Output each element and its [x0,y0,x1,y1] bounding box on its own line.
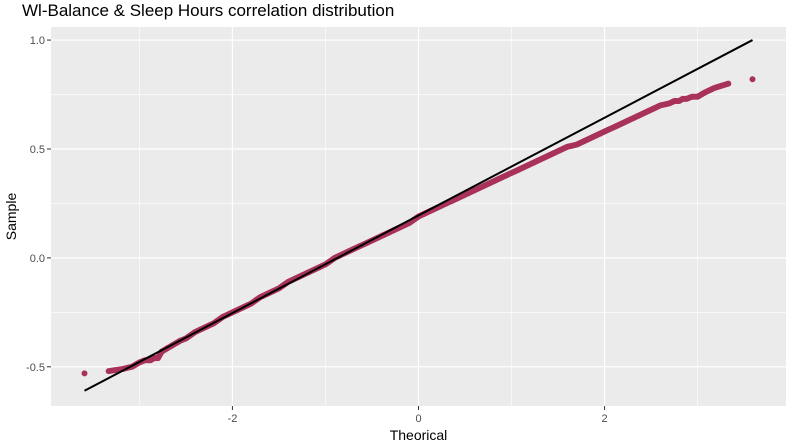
y-tick-label: 0.0 [30,253,45,265]
grid-lines [51,27,786,406]
axis-ticks: -2 0 2 -0.5 0.0 0.5 1.0 [26,35,608,425]
reference-line [84,39,753,392]
data-point [725,80,732,87]
data-point [81,370,88,377]
x-tick-label: 0 [415,413,421,425]
chart-title: Wl-Balance & Sleep Hours correlation dis… [22,1,395,20]
y-tick-label: 0.5 [30,144,45,156]
y-tick-label: 1.0 [30,35,45,47]
y-axis-title: Sample [3,193,19,241]
x-tick-label: -2 [228,413,238,425]
data-point [749,76,756,83]
y-tick-label: -0.5 [26,362,45,374]
x-tick-label: 2 [602,413,608,425]
x-axis-title: Theorical [390,427,448,443]
